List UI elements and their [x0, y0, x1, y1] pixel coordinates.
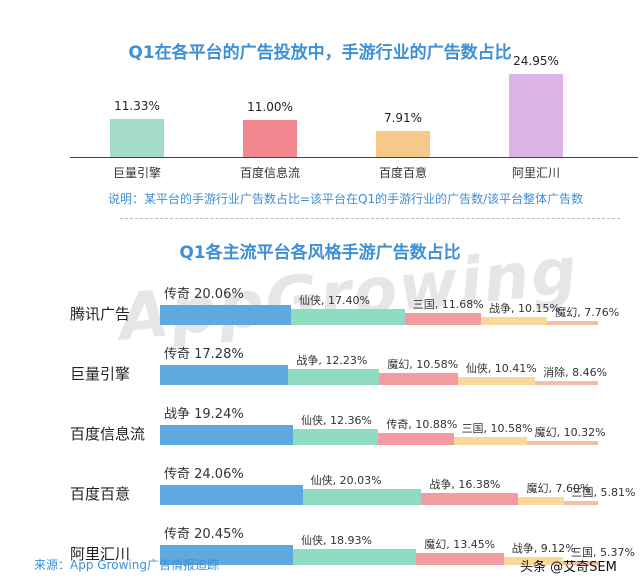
chart2-segment — [302, 489, 422, 505]
chart2-segment-label: 三国, 11.68% — [412, 298, 484, 311]
watermark-text: 头条 @艾奇SEM — [520, 560, 617, 575]
chart2-segment — [160, 485, 303, 505]
chart1-value-label: 7.91% — [383, 111, 423, 125]
chart1-category-label: 百度百意 — [378, 166, 427, 180]
chart2-segment-label: 战争, 16.38% — [429, 478, 501, 491]
chart2-segment — [503, 557, 564, 565]
chart2-segment-label: 三国, 10.58% — [461, 422, 533, 435]
chart2-segment-label: 魔幻, 7.60% — [526, 482, 591, 495]
chart2-segment — [293, 549, 417, 565]
chart2-segment — [292, 429, 379, 445]
chart1-category-label: 百度信息流 — [239, 166, 300, 180]
chart2-segment-label: 仙侠, 17.40% — [299, 294, 370, 307]
chart2-segment-label: 仙侠, 20.03% — [310, 474, 382, 487]
chart1-value-label: 24.95% — [513, 54, 559, 68]
chart2-segment-label: 仙侠, 10.41% — [465, 362, 537, 375]
chart2-segment-label: 仙侠, 12.36% — [300, 414, 372, 427]
chart2-segment — [518, 497, 564, 505]
chart2-segment — [378, 433, 454, 445]
chart2-segment — [535, 381, 598, 385]
chart2-segment — [379, 373, 458, 385]
chart2-row-label: 阿里汇川 — [70, 545, 131, 563]
chart2-row-label: 巨量引擎 — [70, 365, 131, 383]
chart2-segment-label: 三国, 5.81% — [571, 486, 636, 499]
chart2-row-label: 百度百意 — [70, 485, 131, 503]
chart2-segment — [160, 365, 289, 385]
chart1-value-label: 11.33% — [114, 99, 160, 113]
chart1-category-label: 巨量引擎 — [112, 166, 161, 180]
chart2-segment — [457, 377, 536, 385]
chart2-segment-label: 战争, 10.15% — [489, 302, 560, 315]
chart2-segment-label: 魔幻, 7.76% — [555, 306, 620, 319]
chart2-segment-label: 传奇, 10.88% — [386, 418, 458, 431]
chart2-segment — [288, 369, 380, 385]
chart2-segment — [160, 545, 294, 565]
chart2-segment-label: 战争, 9.12% — [511, 542, 576, 555]
chart1-bar — [110, 119, 164, 157]
chart2-segment — [563, 561, 598, 565]
section-divider — [120, 218, 620, 219]
chart1-bar — [243, 120, 297, 157]
chart2-segment — [453, 437, 527, 445]
chart2-segment — [291, 309, 405, 325]
chart2-segment-label: 传奇 17.28% — [164, 347, 244, 362]
chart2-segment-label: 传奇 20.45% — [164, 527, 244, 542]
chart2-segment — [421, 493, 519, 505]
chart2-segment — [160, 305, 292, 325]
chart2-segment-label: 消除, 8.46% — [543, 366, 608, 379]
chart2-segment — [160, 425, 293, 445]
chart1-bar — [376, 131, 430, 157]
chart1-note: 说明：某平台的手游行业广告数占比=该平台在Q1的手游行业的广告数/该平台整体广告… — [108, 192, 584, 206]
source-note: 来源：App Growing广告情报追踪 — [34, 558, 219, 572]
chart2-segment-label: 传奇 24.06% — [164, 467, 244, 482]
chart1-value-label: 11.00% — [247, 100, 293, 114]
chart2-segment-label: 战争, 12.23% — [296, 354, 368, 367]
chart1-axis-line — [70, 157, 638, 158]
chart2-segment-label: 三国, 5.37% — [571, 546, 635, 559]
chart2-segment — [547, 321, 598, 325]
chart1-category-label: 阿里汇川 — [511, 166, 560, 180]
chart2-segment-label: 战争 19.24% — [164, 407, 244, 422]
chart2-segment — [481, 317, 548, 325]
chart2-segment — [416, 553, 504, 565]
chart2-segment-label: 仙侠, 18.93% — [301, 534, 372, 547]
chart2-segment-label: 魔幻, 10.32% — [534, 426, 606, 439]
chart2-title: Q1各主流平台各风格手游广告数占比 — [179, 243, 461, 263]
chart1-bar — [509, 74, 563, 157]
chart2-row-label: 腾讯广告 — [70, 305, 131, 323]
chart2-segment-label: 魔幻, 13.45% — [424, 538, 496, 551]
chart2-segment — [404, 313, 481, 325]
chart2-segment — [526, 441, 598, 445]
chart2-segment — [563, 501, 598, 505]
chart2-row-label: 百度信息流 — [70, 425, 146, 443]
chart2-segment-label: 魔幻, 10.58% — [387, 358, 459, 371]
chart1-title: Q1在各平台的广告投放中，手游行业的广告数占比 — [128, 43, 512, 63]
chart2-segment-label: 传奇 20.06% — [164, 287, 244, 302]
